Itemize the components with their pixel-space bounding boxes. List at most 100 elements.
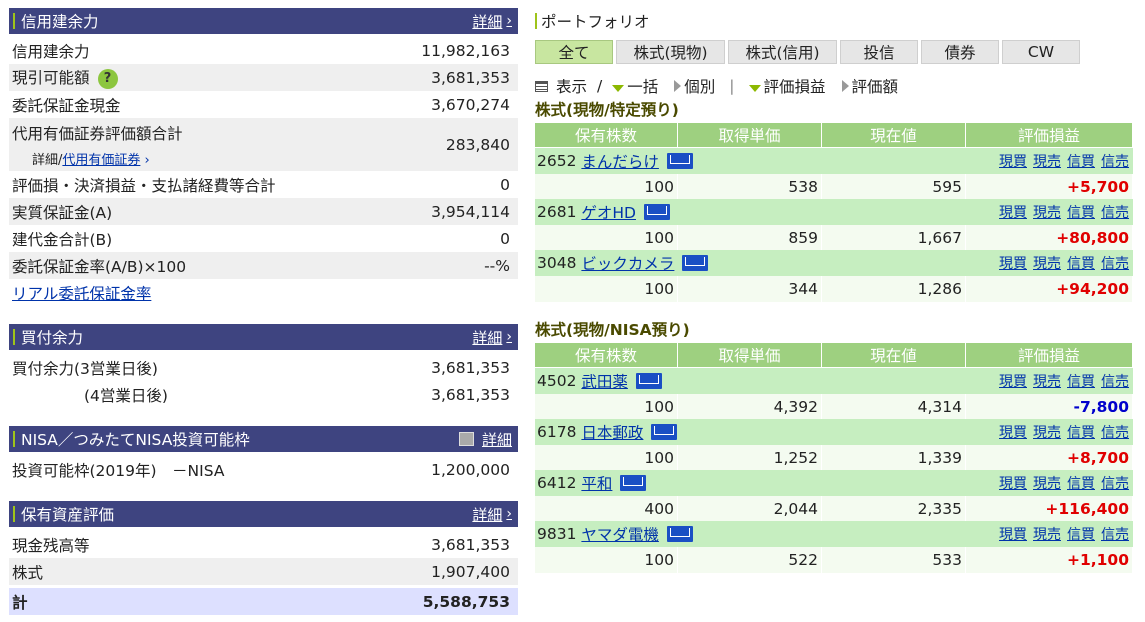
- tab-funds[interactable]: 投信: [840, 40, 918, 64]
- tab-stock-spot[interactable]: 株式(現物): [616, 40, 725, 64]
- trade-action-link[interactable]: 現売: [1033, 425, 1061, 441]
- row-value: 3,681,353: [431, 385, 510, 404]
- trade-action-link[interactable]: 現買: [999, 256, 1027, 272]
- mail-icon[interactable]: [651, 424, 678, 440]
- trade-action-link[interactable]: 現売: [1033, 374, 1061, 390]
- trade-action-link[interactable]: 現売: [1033, 205, 1061, 221]
- trade-action-link[interactable]: 現売: [1033, 154, 1061, 170]
- trade-action-link[interactable]: 信買: [1067, 154, 1095, 170]
- row-label: 現金残高等: [12, 536, 90, 555]
- trade-action-link[interactable]: 現買: [999, 425, 1027, 441]
- collateral-securities-link[interactable]: 代用有価証券: [62, 152, 141, 168]
- stock-name-link[interactable]: ゲオHD: [581, 204, 636, 222]
- collapse-all-button[interactable]: 一括: [612, 75, 658, 97]
- trade-action-link[interactable]: 信買: [1067, 476, 1095, 492]
- mail-icon[interactable]: [666, 526, 693, 542]
- tab-all[interactable]: 全て: [535, 40, 613, 64]
- trade-action-link[interactable]: 現買: [999, 476, 1027, 492]
- stock-name-link[interactable]: ヤマダ電機: [581, 526, 659, 544]
- trade-action-link[interactable]: 現買: [999, 374, 1027, 390]
- header-accent-bar: [13, 13, 15, 29]
- credit-row: 委託保証金率(A/B)×100 --%: [9, 252, 518, 279]
- profit-loss: +80,800: [966, 225, 1133, 251]
- individual-button[interactable]: 個別: [674, 75, 715, 97]
- section-title: 株式(現物/NISA預り): [535, 321, 690, 339]
- trade-action-link[interactable]: 信売: [1101, 154, 1129, 170]
- header-accent-bar: [535, 13, 537, 29]
- assets-header: 保有資産評価 詳細 ›: [9, 501, 518, 527]
- trade-action-link[interactable]: 現売: [1033, 256, 1061, 272]
- buying-row: (4営業日後) 3,681,353: [9, 381, 518, 408]
- tab-stock-margin[interactable]: 株式(信用): [728, 40, 837, 64]
- mail-icon[interactable]: [620, 475, 647, 491]
- row-value: 3,670,274: [431, 95, 510, 114]
- credit-capacity-title: 信用建余力: [21, 13, 99, 31]
- column-header: 取得単価: [678, 123, 822, 147]
- assets-detail-link[interactable]: 詳細 ›: [472, 504, 512, 525]
- profit-loss: +8,700: [966, 445, 1133, 471]
- row-value: 283,840: [445, 135, 510, 154]
- trade-action-link[interactable]: 信売: [1101, 527, 1129, 543]
- stock-values-row: 400 2,044 2,335 +116,400: [535, 496, 1133, 522]
- tab-bonds[interactable]: 債券: [921, 40, 999, 64]
- acquisition-price: 538: [678, 174, 822, 200]
- credit-row: 建代金合計(B) 0: [9, 225, 518, 252]
- separator: /: [597, 77, 603, 95]
- mail-icon[interactable]: [666, 153, 693, 169]
- portfolio-toolbar: 表示 / 一括 個別 | 評価損益 評価額: [535, 75, 898, 97]
- trade-action-link[interactable]: 信買: [1067, 527, 1095, 543]
- real-margin-row: リアル委託保証金率: [9, 279, 518, 306]
- trade-action-link[interactable]: 信売: [1101, 256, 1129, 272]
- credit-detail-link[interactable]: 詳細 ›: [472, 11, 512, 32]
- show-pl-button[interactable]: 評価損益: [748, 75, 826, 97]
- buying-power-header: 買付余力 詳細 ›: [9, 324, 518, 350]
- stock-code: 9831: [537, 525, 577, 543]
- row-label: (4営業日後): [84, 386, 168, 405]
- tab-cw[interactable]: CW: [1002, 40, 1080, 64]
- trade-action-link[interactable]: 信売: [1101, 476, 1129, 492]
- trade-action-link[interactable]: 信売: [1101, 374, 1129, 390]
- chevron-right-icon: ›: [506, 13, 512, 29]
- trade-action-link[interactable]: 信買: [1067, 205, 1095, 221]
- trade-action-link[interactable]: 信売: [1101, 425, 1129, 441]
- trade-action-link[interactable]: 現買: [999, 205, 1027, 221]
- credit-row: 現引可能額? 3,681,353: [9, 64, 518, 91]
- help-icon[interactable]: ?: [97, 68, 118, 89]
- nisa-row: 投資可能枠(2019年) －NISA 1,200,000: [9, 456, 518, 483]
- column-header: 評価損益: [966, 343, 1133, 367]
- row-label: 計: [12, 593, 28, 612]
- assets-total-row: 計 5,588,753: [9, 588, 518, 615]
- quantity: 100: [535, 225, 678, 251]
- mail-icon[interactable]: [643, 204, 670, 220]
- mail-icon[interactable]: [682, 255, 709, 271]
- trade-action-link[interactable]: 現売: [1033, 527, 1061, 543]
- credit-row: 評価損・決済損益・支払諸経費等合計 0: [9, 171, 518, 198]
- show-amount-button[interactable]: 評価額: [841, 75, 898, 97]
- pl-label: 評価損益: [763, 78, 826, 96]
- stock-name-link[interactable]: 日本郵政: [581, 424, 644, 442]
- stock-name-link[interactable]: まんだらけ: [581, 153, 659, 171]
- stock-name-link[interactable]: ビックカメラ: [581, 255, 675, 273]
- credit-row: 実質保証金(A) 3,954,114: [9, 198, 518, 225]
- detail-label: 詳細: [472, 328, 503, 347]
- acquisition-price: 2,044: [678, 496, 822, 522]
- trade-action-link[interactable]: 現売: [1033, 476, 1061, 492]
- buying-detail-link[interactable]: 詳細 ›: [472, 327, 512, 348]
- stock-name-link[interactable]: 平和: [581, 475, 613, 493]
- trade-action-link[interactable]: 現買: [999, 154, 1027, 170]
- trade-action-link[interactable]: 信売: [1101, 205, 1129, 221]
- trade-links: 現買 現売 信買 信売: [999, 253, 1133, 273]
- trade-links: 現買 現売 信買 信売: [999, 473, 1133, 493]
- stock-name-link[interactable]: 武田薬: [581, 373, 628, 391]
- real-margin-rate-link[interactable]: リアル委託保証金率: [12, 284, 152, 303]
- trade-action-link[interactable]: 現買: [999, 527, 1027, 543]
- trade-action-link[interactable]: 信買: [1067, 425, 1095, 441]
- trade-action-link[interactable]: 信買: [1067, 256, 1095, 272]
- nisa-detail-link[interactable]: 詳細: [458, 429, 512, 450]
- trade-action-link[interactable]: 信買: [1067, 374, 1095, 390]
- nisa-header: NISA／つみたてNISA投資可能枠 詳細: [9, 426, 518, 452]
- mail-icon[interactable]: [635, 373, 662, 389]
- row-value: 0: [500, 175, 510, 194]
- stock-values-row: 100 538 595 +5,700: [535, 174, 1133, 200]
- header-accent-bar: [13, 431, 15, 447]
